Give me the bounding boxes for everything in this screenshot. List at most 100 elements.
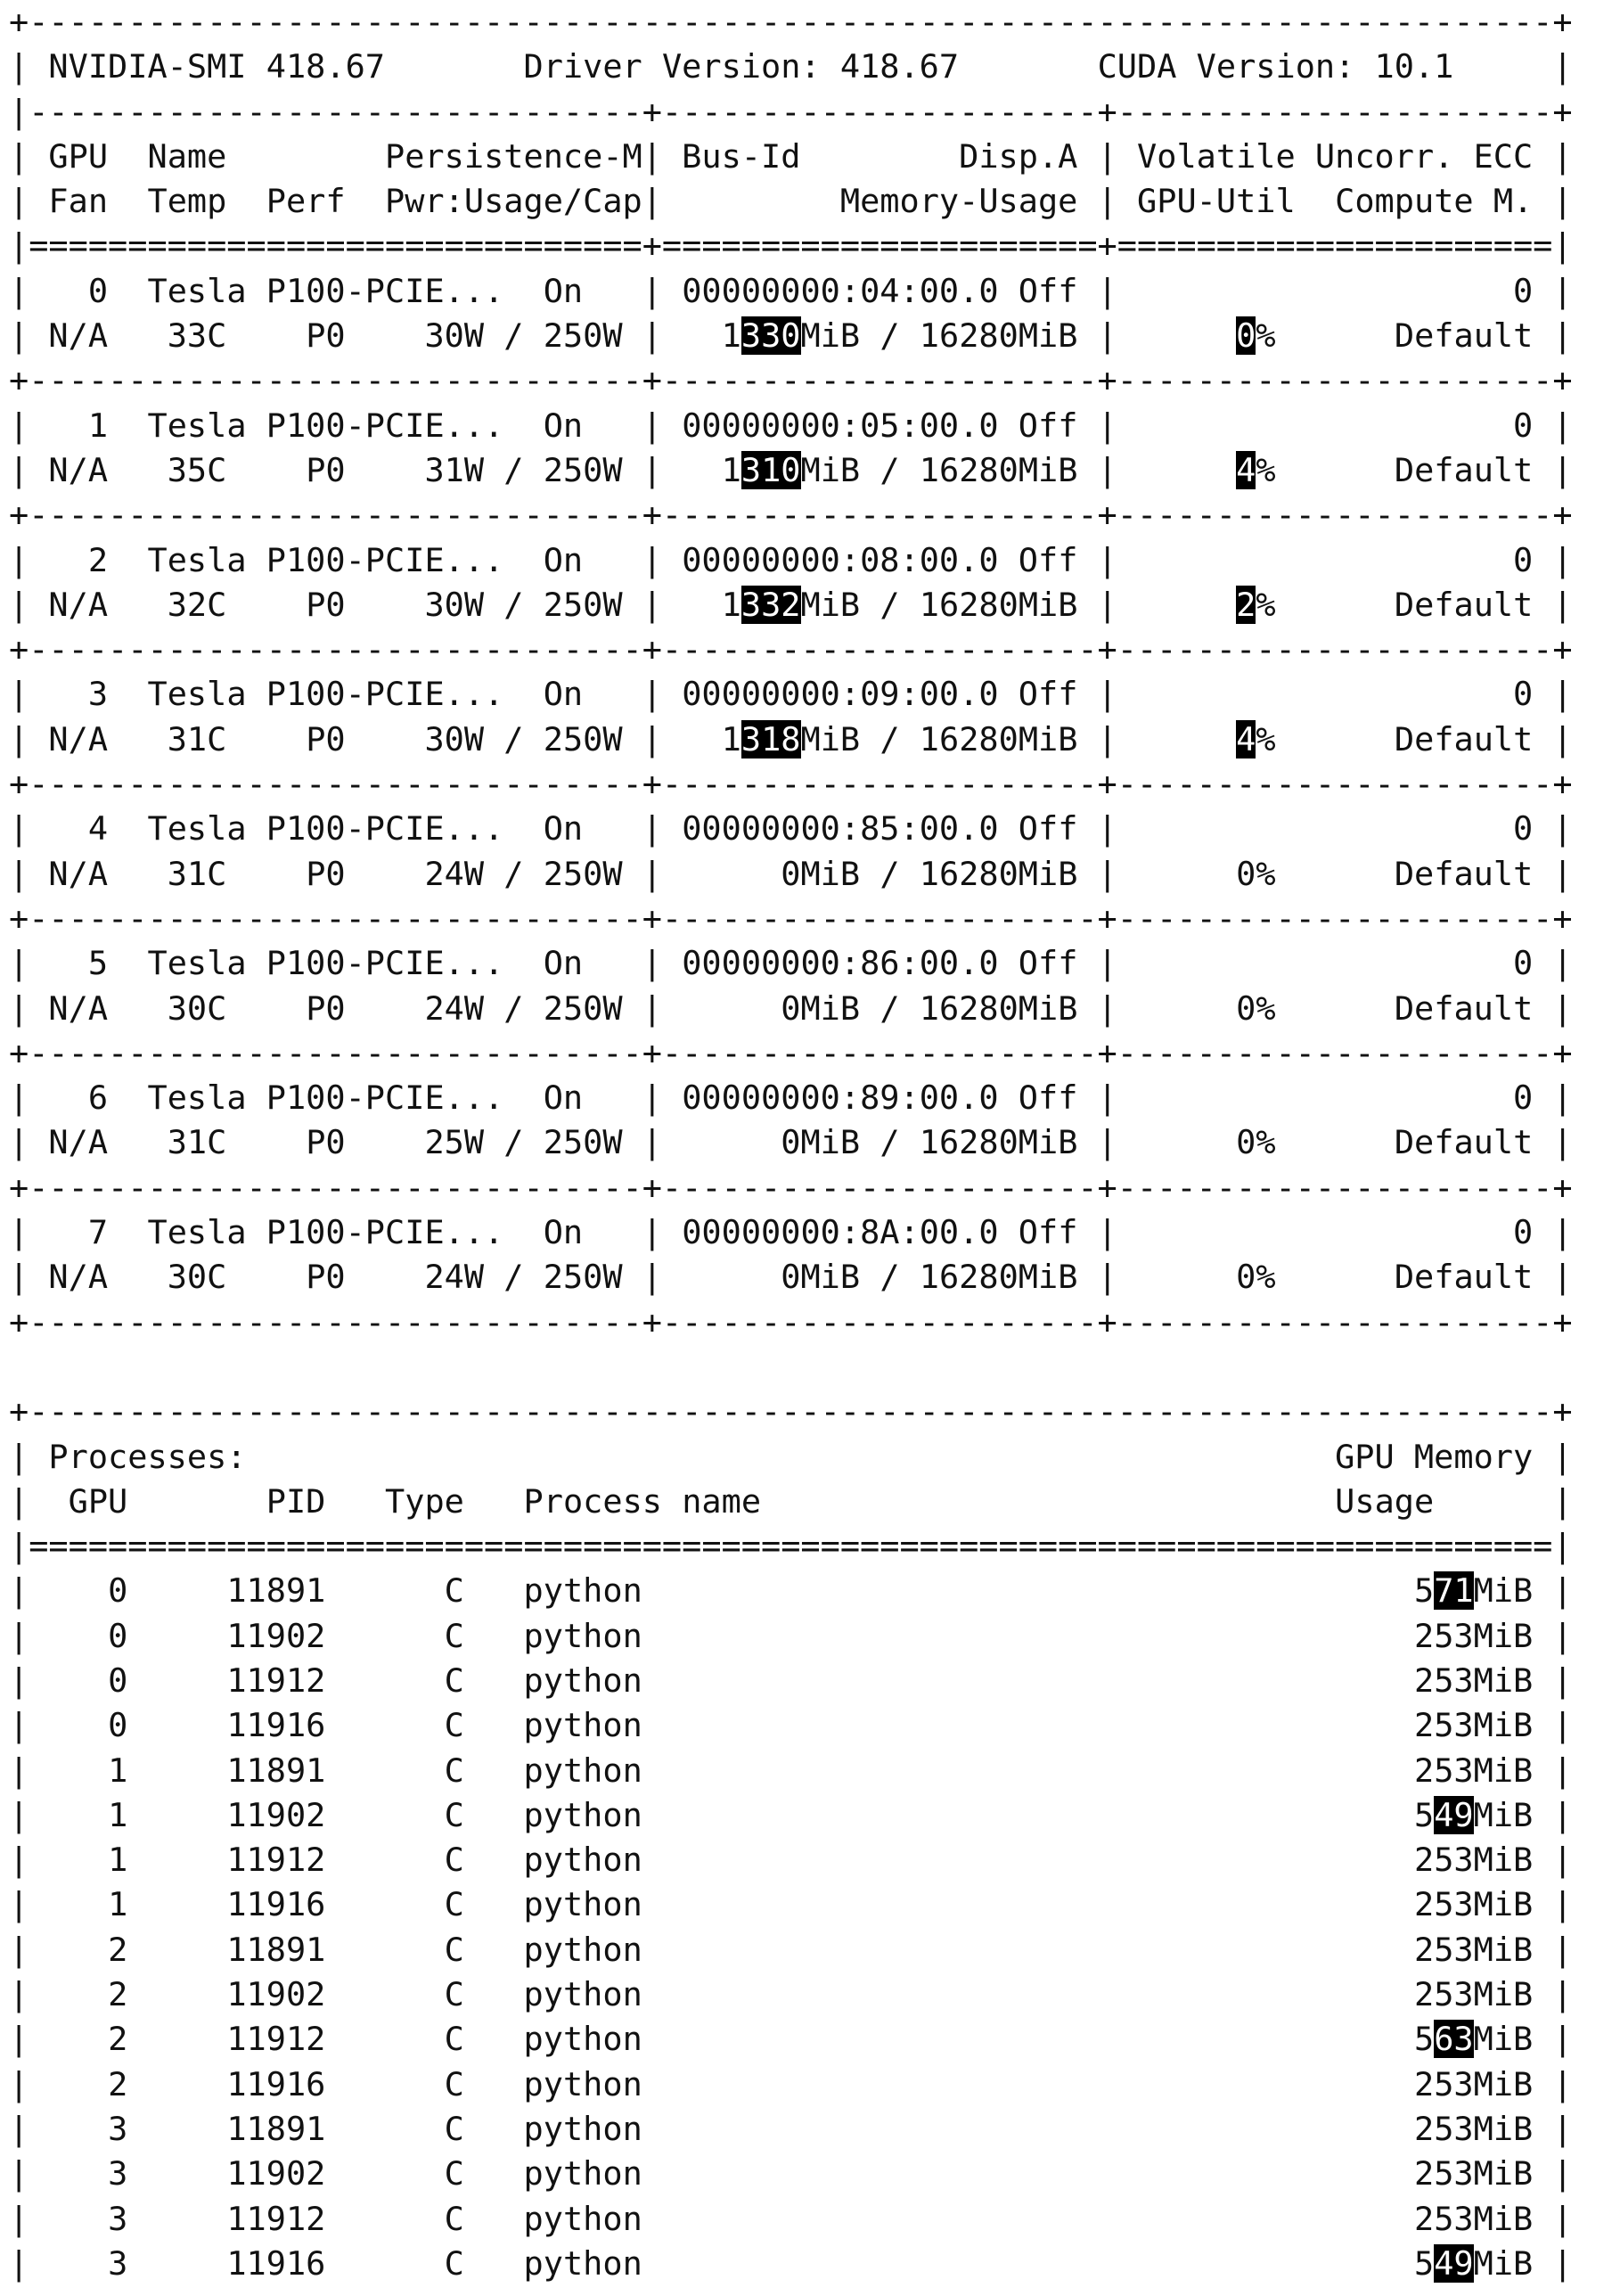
border: |-------------------------------+-------… [9, 92, 1573, 131]
power-usage: 30W [424, 316, 485, 356]
process-pid: 11912 [226, 2020, 326, 2059]
process-row: | 0 11912 C python 253MiB | [9, 1660, 1573, 1700]
border: +-------------------------------+-------… [9, 496, 1573, 535]
compute-mode: Default [1394, 316, 1534, 356]
process-type: C [444, 2199, 464, 2238]
persistence-mode: On [543, 271, 584, 310]
compute-mode: Default [1394, 719, 1534, 758]
gpu-name: Tesla P100-PCIE... [147, 1213, 504, 1252]
gpu-row: | N/A 30C P0 24W / 250W | 0MiB / 16280Mi… [9, 1258, 1573, 1297]
memory-used: 1330MiB [721, 316, 861, 356]
process-name: python [523, 2154, 642, 2194]
processes-header: | Processes: GPU Memory | [9, 1437, 1573, 1476]
process-memory: 549MiB [1414, 2243, 1534, 2283]
fan-speed: N/A [48, 719, 109, 758]
col-bus-id: Bus-Id [682, 136, 801, 176]
process-memory: 253MiB [1414, 1841, 1534, 1880]
gpu-row: | N/A 35C P0 31W / 250W | 1310MiB / 1628… [9, 450, 1573, 489]
process-memory: 253MiB [1414, 2064, 1534, 2103]
gpu-row: | N/A 30C P0 24W / 250W | 0MiB / 16280Mi… [9, 988, 1573, 1028]
header-row: | Fan Temp Perf Pwr:Usage/Cap| Memory-Us… [9, 182, 1573, 221]
gpu-util: 0% [1236, 316, 1276, 356]
col-temp: Temp [147, 182, 227, 221]
process-memory: 253MiB [1414, 1930, 1534, 1969]
ecc-errors: 0 [1513, 1213, 1534, 1252]
process-gpu: 2 [108, 1930, 128, 1969]
memory-total: 16280MiB [919, 719, 1078, 758]
bus-id: 00000000:08:00.0 [682, 540, 999, 579]
process-gpu: 3 [108, 2243, 128, 2283]
ecc-errors: 0 [1513, 809, 1534, 849]
persistence-mode: On [543, 1078, 584, 1118]
process-pid: 11891 [226, 1751, 326, 1790]
border: |=======================================… [9, 1527, 1573, 1566]
border: +---------------------------------------… [9, 1392, 1573, 1431]
process-gpu: 1 [108, 1751, 128, 1790]
process-type: C [444, 2109, 464, 2148]
process-gpu: 0 [108, 1571, 128, 1611]
bus-id: 00000000:09:00.0 [682, 675, 999, 714]
col-usage: Usage [1335, 1481, 1435, 1521]
smi-version: NVIDIA-SMI 418.67 [48, 47, 385, 86]
temperature: 30C [167, 1258, 227, 1297]
temperature: 31C [167, 1123, 227, 1162]
col-power: Pwr:Usage/Cap [385, 182, 642, 221]
col-compute: Compute M. [1335, 182, 1534, 221]
process-pid: 11916 [226, 1706, 326, 1745]
perf-state: P0 [306, 1123, 346, 1162]
bus-id: 00000000:8A:00.0 [682, 1213, 999, 1252]
process-type: C [444, 1751, 464, 1790]
process-memory: 549MiB [1414, 1795, 1534, 1834]
gpu-index: 5 [87, 944, 109, 983]
process-gpu: 0 [108, 1616, 128, 1655]
gpu-util: 4% [1236, 450, 1276, 489]
process-gpu: 0 [108, 1660, 128, 1700]
gpu-row: | 3 Tesla P100-PCIE... On | 00000000:09:… [9, 675, 1573, 714]
display-active: Off [1018, 809, 1078, 849]
gpu-row: | 7 Tesla P100-PCIE... On | 00000000:8A:… [9, 1213, 1573, 1252]
process-memory: 253MiB [1414, 2154, 1534, 2194]
memory-used: 1310MiB [721, 450, 861, 489]
display-active: Off [1018, 271, 1078, 310]
border: +-------------------------------+-------… [9, 1302, 1573, 1341]
process-type: C [444, 1930, 464, 1969]
display-active: Off [1018, 406, 1078, 445]
compute-mode: Default [1394, 585, 1534, 624]
memory-used: 1318MiB [721, 719, 861, 758]
process-memory: 571MiB [1414, 1571, 1534, 1611]
title-line: | NVIDIA-SMI 418.67 Driver Version: 418.… [9, 47, 1573, 86]
display-active: Off [1018, 540, 1078, 579]
memory-total: 16280MiB [919, 988, 1078, 1028]
process-type: C [444, 2154, 464, 2194]
col-process-name: Process name [523, 1481, 762, 1521]
border: +-------------------------------+-------… [9, 898, 1573, 938]
process-name: python [523, 1795, 642, 1834]
process-gpu: 1 [108, 1841, 128, 1880]
process-row: | 1 11891 C python 253MiB | [9, 1751, 1573, 1790]
perf-state: P0 [306, 719, 346, 758]
text-selection: 71 [1434, 1571, 1474, 1611]
process-name: python [523, 1706, 642, 1745]
text-selection: 49 [1434, 2243, 1474, 2283]
text-selection: 0 [1236, 316, 1256, 356]
fan-speed: N/A [48, 1123, 109, 1162]
gpu-index: 6 [87, 1078, 109, 1118]
blank [9, 1345, 1573, 1390]
process-row: | 2 11902 C python 253MiB | [9, 1975, 1573, 2014]
persistence-mode: On [543, 809, 584, 849]
power-cap: 250W [543, 450, 623, 489]
process-type: C [444, 2020, 464, 2059]
process-pid: 11891 [226, 1571, 326, 1611]
col-gpu: GPU [68, 1481, 128, 1521]
terminal-output[interactable]: +---------------------------------------… [9, 0, 1573, 2286]
border: |===============================+=======… [9, 226, 1573, 266]
fan-speed: N/A [48, 585, 109, 624]
process-memory: 563MiB [1414, 2020, 1534, 2059]
process-pid: 11902 [226, 2154, 326, 2194]
ecc-errors: 0 [1513, 271, 1534, 310]
col-memory: Memory-Usage [839, 182, 1078, 221]
border: +-------------------------------+-------… [9, 765, 1573, 804]
process-memory: 253MiB [1414, 1751, 1534, 1790]
power-cap: 250W [543, 1258, 623, 1297]
col-perf: Perf [266, 182, 346, 221]
